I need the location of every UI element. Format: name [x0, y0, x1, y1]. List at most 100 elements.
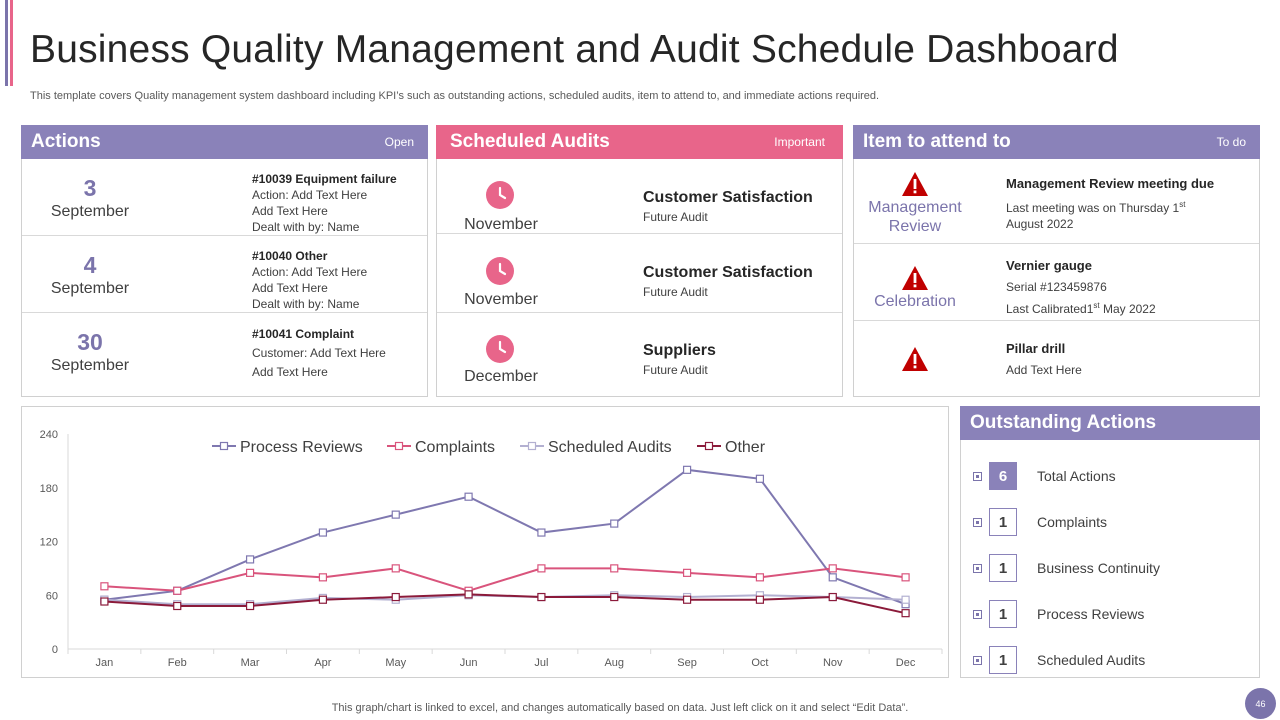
legend-label: Other: [725, 439, 766, 456]
y-tick-label: 120: [40, 537, 58, 549]
legend-marker: [394, 441, 404, 451]
page-number: 46: [1245, 688, 1276, 719]
audit-sub: Future Audit: [643, 285, 708, 299]
item-line: Add Text Here: [1006, 363, 1082, 377]
item-row[interactable]: Management Review Management Review meet…: [854, 159, 1259, 244]
data-point: [537, 592, 546, 602]
data-point: [682, 465, 692, 474]
action-heading: #10041 Complaint: [252, 327, 355, 341]
outstanding-panel: Outstanding Actions 6 Total Actions 1 Co…: [960, 406, 1260, 678]
audit-heading: Customer Satisfaction: [643, 264, 813, 281]
item-detail: Pillar drill Add Text Here: [1006, 341, 1246, 378]
x-tick-label: Apr: [314, 657, 331, 669]
action-line: Add Text Here: [252, 281, 328, 295]
page-title: Business Quality Management and Audit Sc…: [30, 28, 1119, 71]
item-label: Celebration: [874, 293, 956, 310]
action-detail: #10041 Complaint Customer: Add Text Here…: [252, 326, 386, 380]
data-point: [610, 519, 619, 528]
outstanding-label: Process Reviews: [1037, 606, 1145, 622]
x-tick-label: Jan: [96, 657, 114, 669]
data-point: [173, 601, 182, 611]
data-point: [901, 595, 910, 604]
x-tick-label: Dec: [896, 657, 916, 669]
data-point: [755, 595, 765, 604]
action-line: Dealt with by: Name: [252, 297, 360, 311]
action-line: Add Text Here: [252, 204, 328, 218]
action-row[interactable]: 30 September #10041 Complaint Customer: …: [22, 313, 427, 397]
outstanding-row[interactable]: 1 Scheduled Audits: [973, 646, 1145, 674]
data-point: [391, 592, 400, 602]
audits-header: Scheduled Audits Important: [436, 125, 843, 159]
data-point: [901, 609, 910, 618]
action-date: 4 September: [22, 251, 158, 299]
line-chart-panel[interactable]: 0 60 120 180 240 Jan Feb Mar Apr May Jun Jul Aug Sep O…: [21, 406, 949, 678]
outstanding-count: 6: [989, 462, 1017, 490]
outstanding-label: Scheduled Audits: [1037, 652, 1146, 668]
action-row[interactable]: 3 September #10039 Equipment failure Act…: [22, 159, 427, 236]
audit-detail: Customer Satisfaction Future Audit: [643, 189, 813, 224]
legend-marker: [704, 441, 714, 451]
accent-bar-pink: [10, 0, 13, 86]
bullet-icon: [973, 517, 982, 527]
audit-row[interactable]: November Customer Satisfaction Future Au…: [437, 159, 842, 234]
audit-heading: Suppliers: [643, 342, 716, 359]
legend-marker: [527, 441, 537, 451]
audit-detail: Suppliers Future Audit: [643, 342, 716, 377]
action-detail: #10039 Equipment failure Action: Add Tex…: [252, 171, 397, 235]
data-point: [100, 597, 109, 606]
warning-icon: [902, 266, 928, 290]
outstanding-label: Total Actions: [1037, 468, 1116, 484]
data-point: [245, 601, 255, 611]
action-month: September: [50, 203, 130, 220]
series-line: [104, 468, 906, 606]
item-detail: Management Review meeting due Last meeti…: [1006, 176, 1246, 232]
data-point: [682, 568, 692, 577]
data-point: [828, 573, 837, 582]
outstanding-count: 1: [989, 646, 1017, 674]
outstanding-count: 1: [989, 554, 1017, 582]
data-point: [391, 564, 400, 573]
items-header: Item to attend to To do: [853, 125, 1260, 159]
action-heading: #10040 Other: [252, 249, 328, 263]
outstanding-row[interactable]: 6 Total Actions: [973, 462, 1116, 490]
outstanding-label: Complaints: [1037, 514, 1108, 530]
items-tag: To do: [1216, 135, 1246, 149]
actions-header: Actions Open: [21, 125, 428, 159]
data-point: [318, 595, 328, 604]
series-line: [104, 593, 906, 615]
outstanding-title: Outstanding Actions: [970, 412, 1157, 433]
item-line: August 2022: [1006, 217, 1074, 231]
action-line: Add Text Here: [252, 365, 328, 379]
action-line: Customer: Add Text Here: [252, 346, 386, 360]
line-chart[interactable]: 0 60 120 180 240 Jan Feb Mar Apr May Jun Jul Aug Sep O…: [22, 407, 950, 679]
clock-icon: [486, 181, 514, 209]
item-row[interactable]: Celebration Vernier gauge Serial #123459…: [854, 244, 1259, 321]
data-point: [391, 510, 400, 519]
bullet-icon: [973, 471, 982, 481]
data-point: [755, 573, 765, 582]
y-tick-label: 0: [52, 644, 58, 656]
audit-sub: Future Audit: [643, 363, 708, 377]
outstanding-header: Outstanding Actions: [960, 406, 1260, 440]
item-line: Last Calibrated1st May 2022: [1006, 301, 1156, 316]
audit-row[interactable]: December Suppliers Future Audit: [437, 313, 842, 397]
outstanding-row[interactable]: 1 Process Reviews: [973, 600, 1144, 628]
action-line: Action: Add Text Here: [252, 265, 368, 279]
data-point: [537, 528, 546, 537]
items-title: Item to attend to: [863, 131, 1011, 152]
action-date: 3 September: [22, 174, 158, 222]
y-tick-label: 240: [40, 429, 58, 441]
series-line: [104, 567, 906, 592]
action-day: 30: [77, 329, 103, 355]
outstanding-row[interactable]: 1 Business Continuity: [973, 554, 1160, 582]
data-point: [828, 592, 837, 602]
legend-label: Scheduled Audits: [548, 439, 672, 456]
outstanding-count: 1: [989, 508, 1017, 536]
action-line: Action: Add Text Here: [252, 188, 368, 202]
audit-row[interactable]: November Customer Satisfaction Future Au…: [437, 234, 842, 313]
outstanding-row[interactable]: 1 Complaints: [973, 508, 1107, 536]
action-row[interactable]: 4 September #10040 Other Action: Add Tex…: [22, 236, 427, 313]
item-row[interactable]: Pillar drill Add Text Here: [854, 321, 1259, 397]
data-point: [537, 564, 546, 573]
audit-month: November: [464, 291, 538, 308]
